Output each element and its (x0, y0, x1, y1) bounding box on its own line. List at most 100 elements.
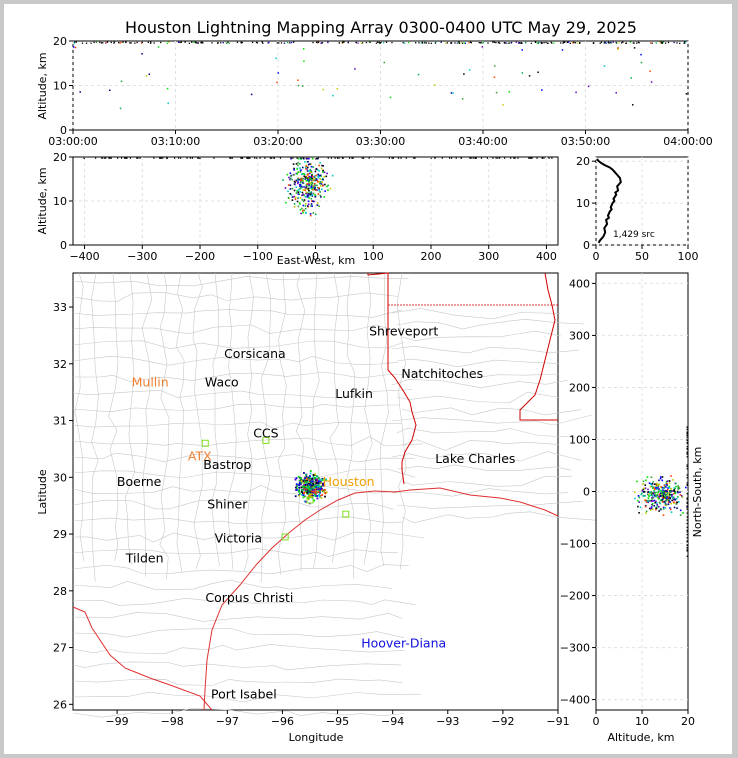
source-point (639, 506, 642, 509)
source-point (166, 87, 169, 90)
y-tick-label: 10 (53, 80, 67, 93)
source-point (318, 189, 321, 192)
source-point (322, 482, 325, 485)
source-point (108, 157, 110, 159)
source-point (314, 186, 316, 189)
source-point (515, 41, 517, 43)
source-point (546, 42, 549, 44)
source-point (304, 195, 307, 198)
parish-line (391, 488, 569, 497)
x-tick-label: −96 (271, 715, 294, 728)
source-point (677, 487, 679, 490)
source-point (686, 497, 688, 499)
source-point (140, 42, 143, 44)
source-point (301, 198, 304, 201)
source-point (645, 479, 647, 482)
source-point (310, 165, 313, 168)
source-point (315, 491, 317, 493)
source-point (160, 41, 162, 44)
source-point (521, 49, 524, 51)
source-point (296, 485, 298, 488)
source-point (608, 42, 610, 44)
source-point (306, 173, 309, 176)
source-point (101, 157, 103, 159)
source-point (637, 495, 640, 497)
source-point (295, 163, 298, 165)
source-point (284, 187, 287, 189)
source-point (463, 42, 465, 44)
source-point (309, 489, 312, 492)
source-point (308, 197, 310, 199)
source-point (510, 41, 513, 44)
source-point (315, 475, 318, 478)
source-point (651, 502, 654, 505)
source-point (317, 491, 320, 493)
source-point (400, 157, 402, 159)
source-point (323, 484, 326, 487)
source-point (330, 157, 333, 159)
source-point (368, 41, 371, 44)
source-point (671, 490, 673, 492)
x-tick-label: −98 (161, 715, 184, 728)
source-point (492, 41, 494, 43)
source-point (241, 157, 244, 159)
source-point (617, 47, 619, 49)
source-point (661, 479, 664, 482)
source-point (637, 41, 640, 44)
source-point (674, 487, 676, 490)
source-point (166, 157, 168, 159)
source-point (289, 177, 292, 180)
parish-line (396, 464, 572, 471)
source-point (305, 175, 308, 178)
source-point (450, 92, 453, 94)
source-point (120, 41, 122, 44)
source-point (686, 544, 688, 546)
source-point (306, 183, 309, 185)
source-point (299, 208, 302, 211)
source-point (222, 42, 224, 44)
source-point (317, 41, 320, 43)
source-point (663, 492, 665, 494)
parish-line (391, 345, 580, 354)
source-point (679, 491, 681, 493)
county-line (175, 272, 185, 572)
source-point (674, 492, 676, 495)
source-point (383, 61, 386, 64)
source-point (293, 167, 295, 170)
source-point (323, 171, 326, 174)
source-point (305, 157, 308, 160)
source-point (666, 482, 668, 485)
source-point (240, 157, 242, 159)
source-point (322, 178, 324, 181)
source-point (541, 89, 543, 91)
source-point (612, 41, 614, 43)
source-point (301, 166, 304, 169)
county-line (295, 272, 306, 572)
source-point (677, 486, 680, 488)
source-point (305, 184, 308, 186)
source-point (307, 179, 309, 181)
source-point (304, 491, 307, 493)
source-point (670, 502, 673, 505)
source-point (103, 157, 105, 159)
county-line (72, 678, 403, 686)
source-point (297, 191, 300, 194)
source-point (655, 495, 658, 498)
source-point (472, 157, 474, 159)
source-point (167, 102, 169, 105)
county-line (72, 548, 398, 557)
x-tick-label: −200 (185, 250, 215, 263)
source-point (348, 157, 351, 159)
source-point (306, 179, 308, 182)
source-point (298, 193, 300, 195)
source-point (308, 479, 311, 482)
source-point (317, 487, 319, 489)
source-point (378, 42, 380, 44)
source-point (312, 185, 315, 187)
source-point (673, 488, 676, 491)
source-point (428, 42, 430, 44)
source-point (676, 490, 679, 493)
source-point (644, 504, 647, 507)
source-point (307, 163, 310, 166)
source-point (147, 41, 150, 44)
